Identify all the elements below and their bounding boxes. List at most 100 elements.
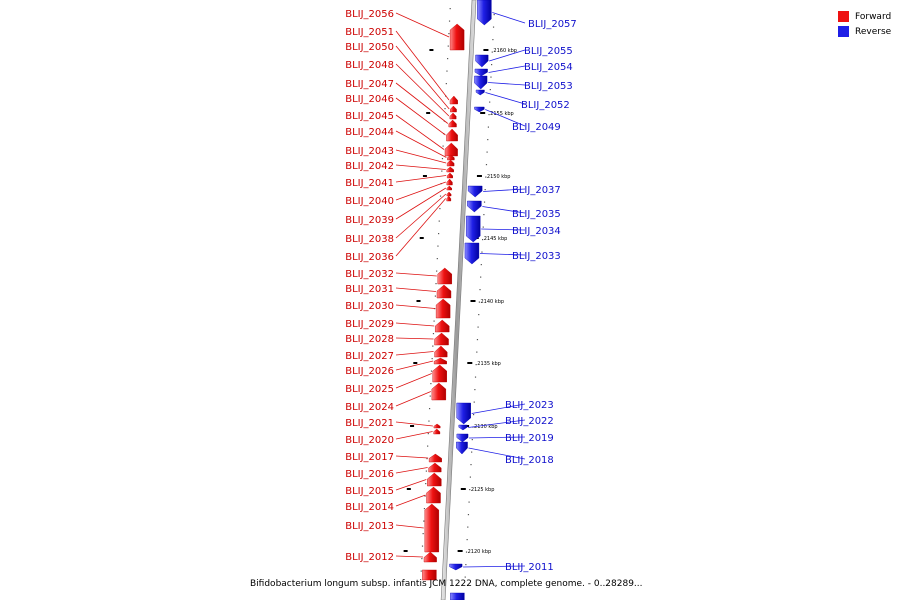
forward-gene-label[interactable]: BLIJ_2024 xyxy=(345,402,394,413)
forward-gene[interactable]: BLIJ_2029 xyxy=(345,319,450,333)
reverse-gene-label[interactable]: BLIJ_2057 xyxy=(528,19,577,30)
reverse-gene-arrow[interactable] xyxy=(449,563,463,571)
reverse-gene-arrow[interactable] xyxy=(467,200,482,213)
forward-gene-label[interactable]: BLIJ_2031 xyxy=(345,284,394,295)
forward-gene[interactable]: BLIJ_2025 xyxy=(345,364,447,395)
forward-gene-label[interactable]: BLIJ_2016 xyxy=(345,469,394,480)
reverse-gene-arrow[interactable] xyxy=(475,89,485,96)
forward-gene[interactable]: BLIJ_2041 xyxy=(345,172,453,189)
reverse-gene[interactable]: BLIJ_2034 xyxy=(466,215,561,243)
forward-gene-label[interactable]: BLIJ_2045 xyxy=(345,111,394,122)
forward-gene[interactable]: BLIJ_2028 xyxy=(345,332,449,346)
forward-gene[interactable]: BLIJ_2050 xyxy=(345,42,457,113)
reverse-gene[interactable]: BLIJ_2023 xyxy=(456,400,554,425)
forward-gene-label[interactable]: BLIJ_2015 xyxy=(345,486,394,497)
forward-gene-arrow[interactable] xyxy=(434,332,449,346)
reverse-gene-arrow[interactable] xyxy=(467,185,483,198)
reverse-gene-label[interactable]: BLIJ_2037 xyxy=(512,185,561,196)
reverse-gene-label[interactable]: BLIJ_2019 xyxy=(505,433,554,444)
forward-gene-label[interactable]: BLIJ_2047 xyxy=(345,79,394,90)
reverse-gene[interactable]: BLIJ_2011 xyxy=(449,562,554,573)
forward-gene-arrow[interactable] xyxy=(435,319,450,333)
forward-gene[interactable]: BLIJ_2044 xyxy=(345,127,455,161)
forward-gene-label[interactable]: BLIJ_2039 xyxy=(345,215,394,226)
forward-gene[interactable]: BLIJ_2056 xyxy=(345,9,465,51)
forward-gene-arrow[interactable] xyxy=(435,298,451,319)
forward-gene[interactable]: BLIJ_2012 xyxy=(345,551,437,563)
forward-gene[interactable]: BLIJ_2047 xyxy=(345,79,457,128)
forward-gene-arrow[interactable] xyxy=(423,551,437,563)
forward-gene[interactable]: BLIJ_2024 xyxy=(345,382,447,413)
reverse-gene-arrow[interactable] xyxy=(474,75,488,90)
reverse-gene[interactable]: BLIJ_2035 xyxy=(467,200,561,220)
reverse-gene-label[interactable]: BLIJ_2054 xyxy=(524,62,573,73)
reverse-gene-label[interactable]: BLIJ_2034 xyxy=(512,226,561,237)
forward-gene[interactable]: BLIJ_2040 xyxy=(345,178,453,207)
forward-gene[interactable]: BLIJ_2051 xyxy=(345,27,458,105)
reverse-gene[interactable]: BLIJ_2055 xyxy=(475,46,573,68)
forward-gene[interactable]: BLIJ_2014 xyxy=(345,486,441,513)
reverse-gene-label[interactable]: BLIJ_2052 xyxy=(521,100,570,111)
reverse-gene[interactable]: BLIJ_2049 xyxy=(474,106,561,133)
reverse-gene-label[interactable]: BLIJ_2023 xyxy=(505,400,554,411)
forward-gene-label[interactable]: BLIJ_2020 xyxy=(345,435,394,446)
forward-gene-label[interactable]: BLIJ_2046 xyxy=(345,94,394,105)
forward-gene[interactable]: BLIJ_2021 xyxy=(345,418,441,429)
forward-gene[interactable]: BLIJ_2030 xyxy=(345,298,451,319)
forward-gene-label[interactable]: BLIJ_2028 xyxy=(345,334,394,345)
reverse-gene[interactable]: BLIJ_2053 xyxy=(474,75,573,92)
forward-gene-arrow[interactable] xyxy=(431,382,447,401)
forward-gene[interactable]: BLIJ_2015 xyxy=(345,472,442,497)
reverse-gene-label[interactable]: BLIJ_2035 xyxy=(512,209,561,220)
forward-gene-label[interactable]: BLIJ_2036 xyxy=(345,252,394,263)
forward-gene-label[interactable]: BLIJ_2021 xyxy=(345,418,394,429)
forward-gene-label[interactable]: BLIJ_2038 xyxy=(345,234,394,245)
forward-gene-label[interactable]: BLIJ_2029 xyxy=(345,319,394,330)
forward-gene[interactable]: BLIJ_2016 xyxy=(345,462,442,480)
reverse-gene-arrow[interactable] xyxy=(475,54,489,68)
forward-gene-arrow[interactable] xyxy=(433,428,441,435)
reverse-gene-arrow[interactable] xyxy=(456,402,471,425)
forward-gene-label[interactable]: BLIJ_2044 xyxy=(345,127,394,138)
forward-gene-arrow[interactable] xyxy=(449,95,458,105)
reverse-gene[interactable]: BLIJ_2057 xyxy=(477,0,577,30)
reverse-gene-arrow[interactable] xyxy=(456,433,469,443)
forward-gene-arrow[interactable] xyxy=(446,185,452,191)
forward-gene-label[interactable]: BLIJ_2025 xyxy=(345,384,394,395)
forward-gene-arrow[interactable] xyxy=(426,486,441,504)
forward-gene-arrow[interactable] xyxy=(446,159,455,167)
forward-gene-arrow[interactable] xyxy=(428,462,442,473)
forward-gene-label[interactable]: BLIJ_2026 xyxy=(345,366,394,377)
forward-gene-label[interactable]: BLIJ_2030 xyxy=(345,301,394,312)
reverse-gene[interactable]: BLIJ_2018 xyxy=(456,441,554,466)
forward-gene[interactable]: BLIJ_2017 xyxy=(345,452,442,463)
forward-gene-label[interactable]: BLIJ_2051 xyxy=(345,27,394,38)
reverse-gene[interactable]: BLIJ_2033 xyxy=(464,242,561,265)
reverse-gene-label[interactable]: BLIJ_2011 xyxy=(505,562,554,573)
forward-gene-arrow[interactable] xyxy=(432,364,447,383)
reverse-gene-label[interactable]: BLIJ_2033 xyxy=(512,251,561,262)
forward-gene-arrow[interactable] xyxy=(434,345,448,358)
forward-gene-arrow[interactable] xyxy=(450,105,457,113)
reverse-gene-arrow[interactable] xyxy=(466,215,481,243)
forward-gene-arrow[interactable] xyxy=(433,357,447,365)
forward-gene-arrow[interactable] xyxy=(449,23,465,51)
forward-gene[interactable]: BLIJ_2043 xyxy=(345,146,455,167)
reverse-gene[interactable]: BLIJ_2052 xyxy=(475,89,570,111)
forward-gene-arrow[interactable] xyxy=(449,112,457,120)
forward-gene-arrow[interactable] xyxy=(428,453,442,463)
forward-gene-label[interactable]: BLIJ_2017 xyxy=(345,452,394,463)
forward-gene-label[interactable]: BLIJ_2012 xyxy=(345,552,394,563)
reverse-gene-arrow[interactable] xyxy=(474,68,488,77)
forward-gene[interactable]: BLIJ_2013 xyxy=(345,503,440,553)
reverse-gene[interactable]: BLIJ_2022 xyxy=(458,416,554,431)
forward-gene-label[interactable]: BLIJ_2056 xyxy=(345,9,394,20)
reverse-gene-arrow[interactable] xyxy=(477,0,492,26)
reverse-gene[interactable]: BLIJ_2054 xyxy=(474,62,573,77)
forward-gene[interactable]: BLIJ_2046 xyxy=(345,94,458,142)
forward-gene-label[interactable]: BLIJ_2014 xyxy=(345,502,394,513)
forward-gene-label[interactable]: BLIJ_2050 xyxy=(345,42,394,53)
forward-gene[interactable]: BLIJ_2026 xyxy=(345,357,447,377)
forward-gene-arrow[interactable] xyxy=(437,267,452,285)
forward-gene-arrow[interactable] xyxy=(448,119,457,128)
